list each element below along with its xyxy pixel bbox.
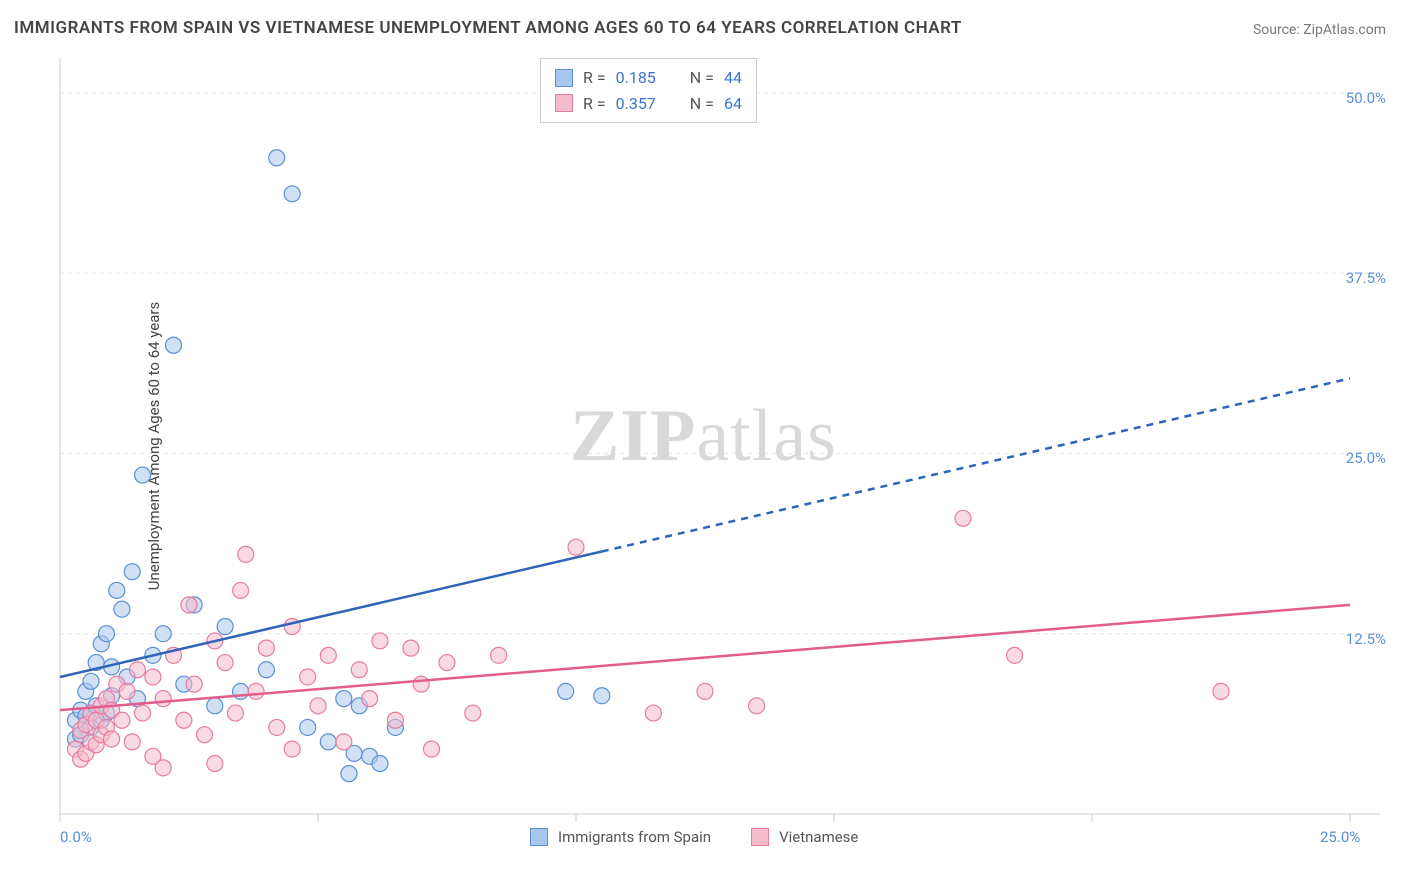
legend-label: Immigrants from Spain: [558, 828, 711, 846]
data-point: [491, 647, 507, 663]
data-point: [155, 626, 171, 642]
n-value: 44: [724, 65, 742, 91]
data-point: [372, 756, 388, 772]
n-label: N =: [690, 65, 714, 91]
data-point: [233, 582, 249, 598]
x-tick-label: 25.0%: [1320, 828, 1360, 846]
data-point: [135, 705, 151, 721]
data-point: [129, 662, 145, 678]
data-point: [176, 712, 192, 728]
data-point: [269, 719, 285, 735]
data-point: [424, 741, 440, 757]
data-point: [320, 734, 336, 750]
legend-swatch: [751, 828, 769, 846]
y-tick-label: 12.5%: [1346, 630, 1386, 648]
data-point: [196, 727, 212, 743]
data-point: [114, 601, 130, 617]
data-point: [1007, 647, 1023, 663]
data-point: [135, 467, 151, 483]
legend-item: Vietnamese: [751, 828, 858, 846]
source-label: Source:: [1253, 22, 1300, 38]
n-value: 64: [724, 91, 742, 117]
scatter-chart-svg: [50, 54, 1390, 854]
data-point: [248, 683, 264, 699]
data-point: [104, 731, 120, 747]
data-point: [372, 633, 388, 649]
data-point: [341, 766, 357, 782]
data-point: [166, 337, 182, 353]
data-point: [465, 705, 481, 721]
data-point: [594, 688, 610, 704]
data-point: [181, 597, 197, 613]
y-tick-label: 37.5%: [1346, 269, 1386, 287]
data-point: [238, 546, 254, 562]
r-value: 0.185: [616, 65, 656, 91]
data-point: [145, 669, 161, 685]
x-tick-label: 0.0%: [60, 828, 92, 846]
data-point: [749, 698, 765, 714]
data-point: [83, 673, 99, 689]
data-point: [645, 705, 661, 721]
data-point: [124, 564, 140, 580]
data-point: [269, 150, 285, 166]
data-point: [114, 712, 130, 728]
data-point: [284, 741, 300, 757]
stats-row: R = 0.357 N = 64: [555, 91, 742, 117]
chart-area: ZIPatlas R =0.185N =44R =0.357N =64 Immi…: [50, 54, 1390, 854]
data-point: [155, 691, 171, 707]
trend-line-extrapolated: [602, 378, 1350, 551]
legend-item: Immigrants from Spain: [530, 828, 711, 846]
n-label: N =: [690, 91, 714, 117]
chart-title: IMMIGRANTS FROM SPAIN VS VIETNAMESE UNEM…: [14, 18, 962, 38]
legend-swatch: [555, 69, 573, 87]
data-point: [336, 734, 352, 750]
data-point: [362, 691, 378, 707]
data-point: [284, 186, 300, 202]
data-point: [227, 705, 243, 721]
r-label: R =: [583, 65, 606, 91]
data-point: [697, 683, 713, 699]
r-value: 0.357: [616, 91, 656, 117]
legend-swatch: [530, 828, 548, 846]
data-point: [439, 655, 455, 671]
data-point: [387, 712, 403, 728]
y-tick-label: 25.0%: [1346, 449, 1386, 467]
source-attribution: Source: ZipAtlas.com: [1253, 22, 1386, 38]
legend-swatch: [555, 94, 573, 112]
data-point: [320, 647, 336, 663]
y-tick-label: 50.0%: [1346, 89, 1386, 107]
data-point: [217, 655, 233, 671]
data-point: [955, 510, 971, 526]
data-point: [568, 539, 584, 555]
data-point: [119, 683, 135, 699]
data-point: [98, 626, 114, 642]
r-label: R =: [583, 91, 606, 117]
data-point: [258, 662, 274, 678]
data-point: [207, 756, 223, 772]
data-point: [186, 676, 202, 692]
data-point: [336, 691, 352, 707]
data-point: [124, 734, 140, 750]
correlation-stats-box: R = 0.185 N = 44 R = 0.357 N = 64: [540, 58, 757, 123]
data-point: [558, 683, 574, 699]
data-point: [1213, 683, 1229, 699]
legend-label: Vietnamese: [779, 828, 858, 846]
data-point: [300, 669, 316, 685]
data-point: [258, 640, 274, 656]
stats-row: R = 0.185 N = 44: [555, 65, 742, 91]
data-point: [351, 662, 367, 678]
data-point: [413, 676, 429, 692]
data-point: [155, 760, 171, 776]
data-point: [207, 698, 223, 714]
source-link[interactable]: ZipAtlas.com: [1303, 22, 1386, 38]
data-point: [217, 619, 233, 635]
bottom-legend: Immigrants from Spain Vietnamese: [530, 828, 858, 846]
data-point: [300, 719, 316, 735]
data-point: [109, 582, 125, 598]
data-point: [310, 698, 326, 714]
data-point: [403, 640, 419, 656]
